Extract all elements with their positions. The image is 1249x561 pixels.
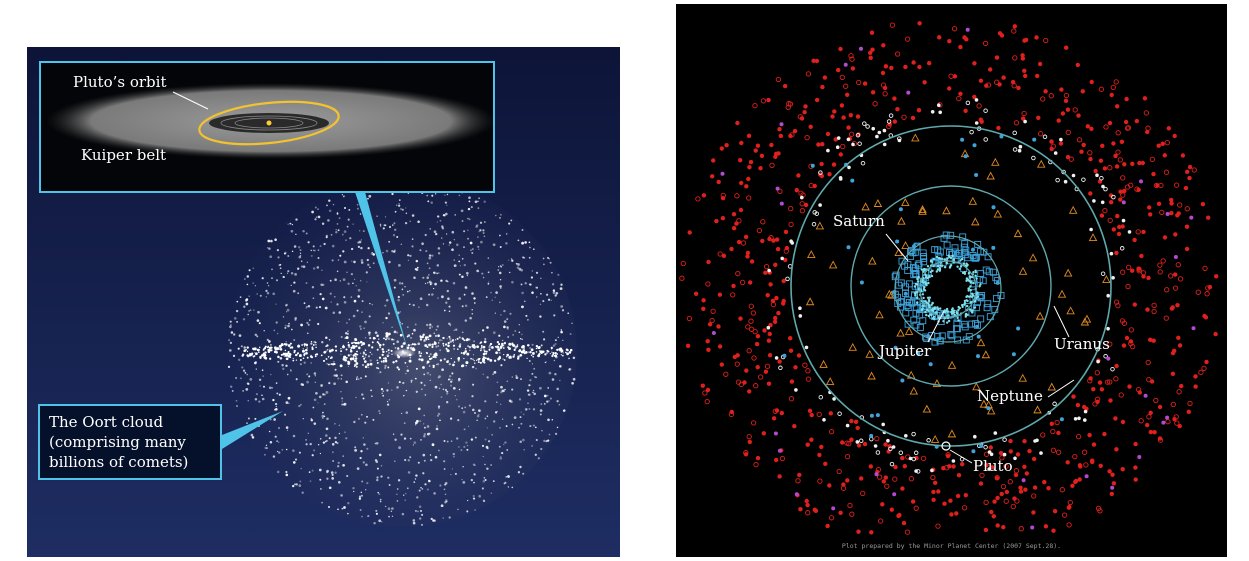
saturn-orbit-ring [894, 235, 1002, 343]
jupiter-label: Jupiter [879, 342, 932, 360]
neptune-orbit [220, 115, 318, 131]
oort-callout-pointer [222, 411, 283, 449]
pluto-marker [941, 441, 951, 451]
uranus-orbit-ring [850, 185, 1052, 387]
uranus-orbit [234, 117, 304, 129]
inset-callout-pointer [355, 192, 408, 351]
jupiter-leader [927, 310, 945, 343]
inner-solar-system [392, 348, 416, 358]
oort-cloud-graphic [222, 177, 577, 527]
pluto-leader [949, 449, 973, 464]
pluto-orbit-ellipse [198, 100, 340, 146]
uranus-label: Uranus [1054, 335, 1110, 353]
neptune-leader [1047, 379, 1075, 398]
neptune-orbit-ring [790, 125, 1112, 447]
oort-label-line-2: (comprising many [49, 433, 186, 451]
oort-cloud-figure: Pluto’s orbit Kuiper belt The Oort cloud… [27, 47, 620, 557]
saturn-leader [885, 233, 909, 262]
uranus-leader [1053, 305, 1070, 338]
oort-label-line-1: The Oort cloud [49, 413, 164, 431]
kuiper-belt-graphic [46, 83, 493, 159]
oort-label-line-3: billions of comets) [49, 453, 189, 471]
pluto-label: Pluto [973, 457, 1013, 475]
oort-cloud-callout: The Oort cloud (comprising many billions… [38, 404, 222, 480]
pluto-orbit-label: Pluto’s orbit [73, 73, 167, 91]
sun [266, 120, 272, 126]
kuiper-belt-inset: Pluto’s orbit Kuiper belt [39, 61, 495, 193]
orbit-leader-line [172, 91, 209, 110]
minor-planet-graphic [679, 21, 1219, 535]
minor-planet-markers [679, 21, 1219, 535]
neptune-label: Neptune [977, 387, 1043, 405]
saturn-label: Saturn [833, 212, 885, 230]
oort-cloud-comets [227, 178, 576, 526]
outer-solar-system-plot: Saturn Jupiter Uranus Neptune Pluto Plot… [676, 4, 1227, 557]
plot-credit: Plot prepared by the Minor Planet Center… [841, 542, 1062, 550]
kuiper-belt-label: Kuiper belt [81, 146, 167, 164]
jupiter-orbit-ring [919, 260, 977, 318]
